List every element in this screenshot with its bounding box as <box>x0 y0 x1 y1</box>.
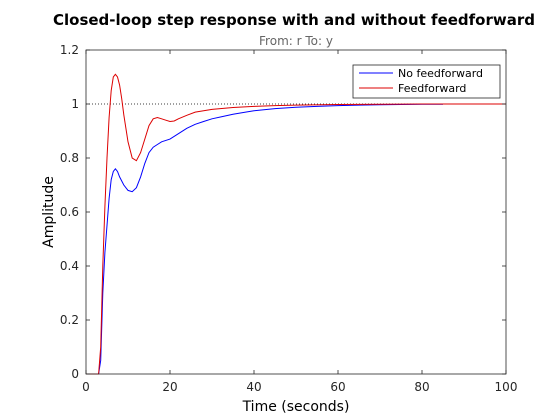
legend-box <box>352 64 501 99</box>
y-tick-label: 0.6 <box>60 205 79 219</box>
chart-subtitle: From: r To: y <box>259 34 333 48</box>
plot-area <box>86 50 506 374</box>
y-tick-label: 0.8 <box>60 151 79 165</box>
x-tick-label: 80 <box>414 380 429 394</box>
y-tick-label: 0 <box>71 367 79 381</box>
y-tick-label: 1 <box>71 97 79 111</box>
x-axis-ticks: 0 20 40 60 80 100 <box>82 50 517 394</box>
x-tick-label: 100 <box>495 380 518 394</box>
x-tick-label: 0 <box>82 380 90 394</box>
series-layer <box>86 73 506 375</box>
y-tick-label: 0.2 <box>60 313 79 327</box>
series-line-feedforward <box>86 73 506 375</box>
legend-label-feedforward: Feedforward <box>398 82 466 95</box>
legend-label-no-feedforward: No feedforward <box>398 67 483 80</box>
x-axis-label: Time (seconds) <box>242 399 350 415</box>
x-tick-label: 40 <box>246 380 261 394</box>
series-line-no-feedforward <box>86 103 443 375</box>
x-tick-label: 60 <box>330 380 345 394</box>
y-axis-ticks: 0 0.2 0.4 0.6 0.8 1 1.2 <box>60 43 506 381</box>
y-tick-label: 1.2 <box>60 43 79 57</box>
y-tick-label: 0.4 <box>60 259 79 273</box>
chart-title: Closed-loop step response with and witho… <box>53 11 535 29</box>
legend: No feedforward Feedforward <box>352 64 501 99</box>
x-tick-label: 20 <box>162 380 177 394</box>
y-axis-label: Amplitude <box>41 176 57 248</box>
